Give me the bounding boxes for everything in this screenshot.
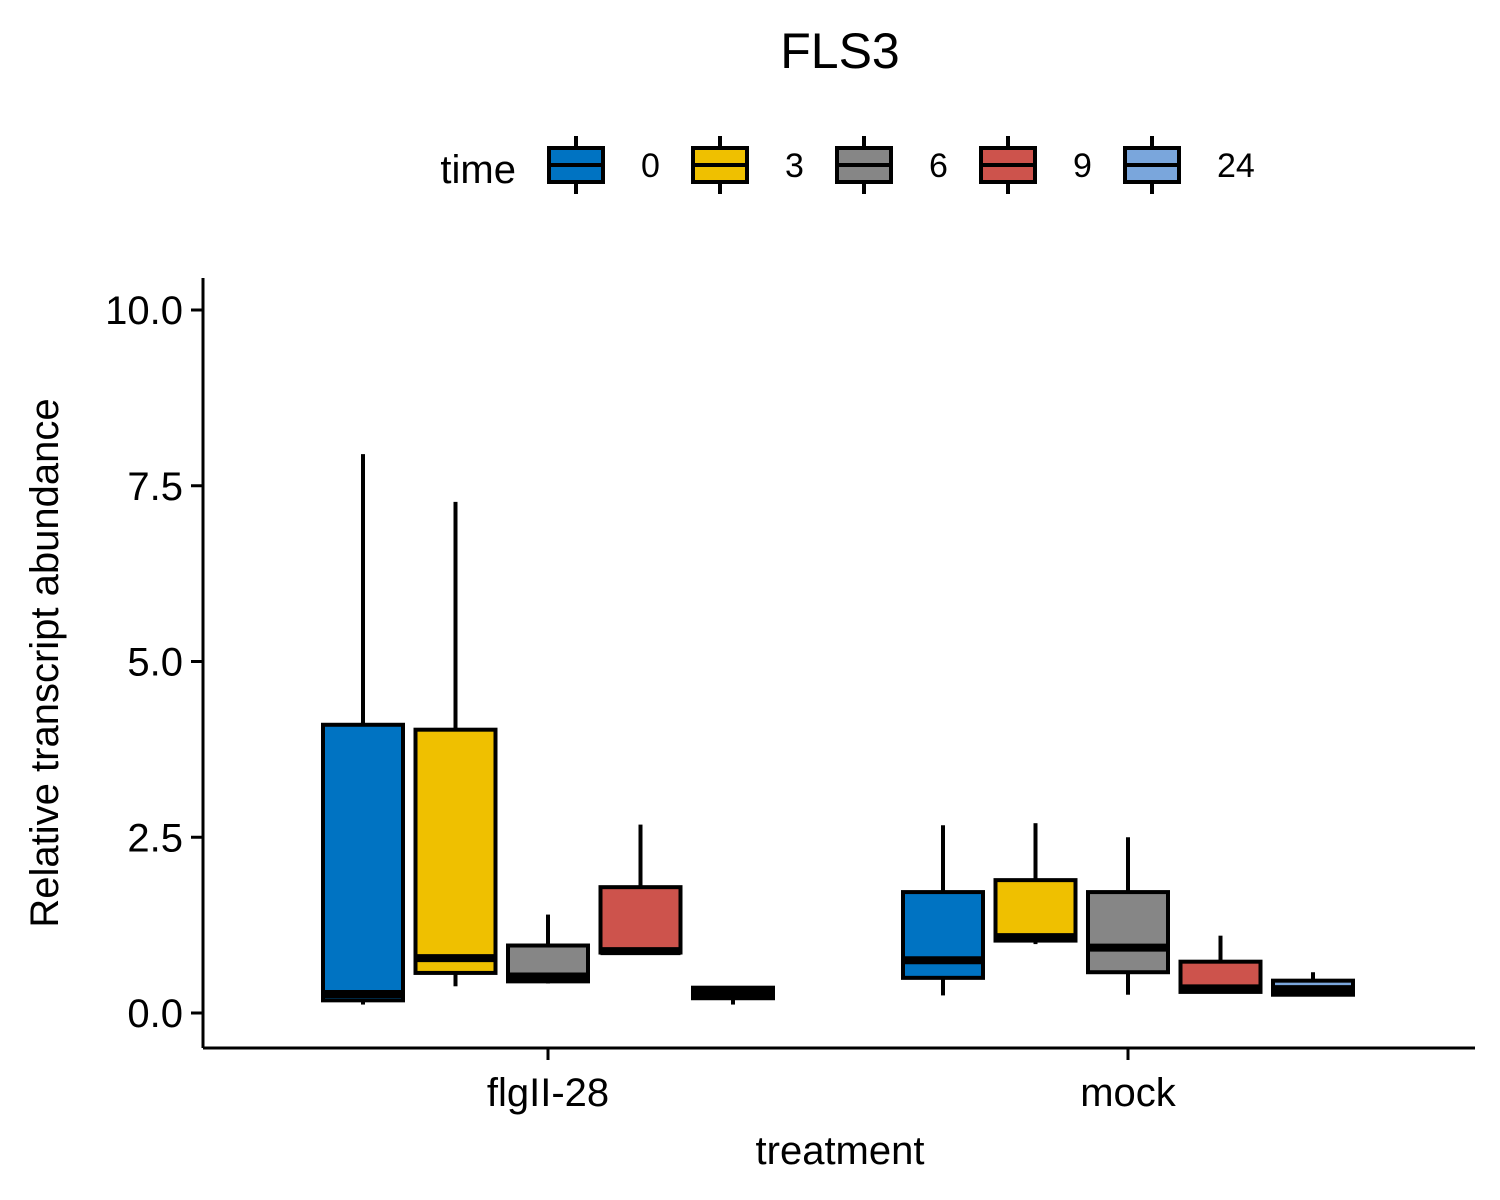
legend-item-24: 24	[1123, 136, 1255, 194]
y-tick-label: 0.0	[127, 992, 183, 1036]
iqr-box	[598, 885, 683, 955]
box-9-mock	[1178, 935, 1263, 994]
x-tick-label: flgII-28	[487, 1071, 609, 1115]
box-6-flgII-28	[506, 914, 590, 984]
legend-item-6: 6	[835, 136, 948, 194]
box-0-flgII-28	[321, 454, 405, 1005]
iqr-box	[1086, 890, 1170, 975]
y-axis-title: Relative transcript abundance	[23, 398, 67, 927]
legend-label: 24	[1217, 147, 1255, 185]
legend-item-0: 0	[547, 136, 660, 194]
iqr-box	[901, 890, 985, 980]
box-3-mock	[993, 823, 1078, 945]
box-9-flgII-28	[598, 824, 683, 956]
x-axis-title: treatment	[756, 1129, 925, 1173]
iqr-box	[321, 722, 405, 1003]
legend-label: 6	[929, 147, 948, 185]
box-24-flgII-28	[691, 985, 775, 1005]
box-6-mock	[1086, 837, 1170, 995]
box-24-mock	[1271, 972, 1355, 997]
y-tick-label: 5.0	[127, 641, 183, 685]
legend-item-9: 9	[979, 136, 1092, 194]
plot-area: 0.0 2.5 5.0 7.5 10.0 flgII-28 mock	[105, 278, 1475, 1115]
legend: time 0 3 6 9 24	[440, 136, 1255, 194]
legend-label: 3	[785, 147, 804, 185]
box-0-mock	[901, 825, 985, 996]
legend-title: time	[440, 148, 516, 192]
box-3-flgII-28	[413, 501, 498, 987]
legend-label: 9	[1073, 147, 1092, 185]
legend-label: 0	[641, 147, 660, 185]
y-tick-label: 10.0	[105, 289, 183, 333]
legend-item-3: 3	[691, 136, 804, 194]
y-tick-label: 7.5	[127, 465, 183, 509]
chart-title: FLS3	[780, 23, 900, 79]
x-tick-label: mock	[1080, 1071, 1177, 1115]
iqr-box	[413, 727, 498, 975]
iqr-box	[993, 878, 1078, 943]
y-tick-label: 2.5	[127, 816, 183, 860]
